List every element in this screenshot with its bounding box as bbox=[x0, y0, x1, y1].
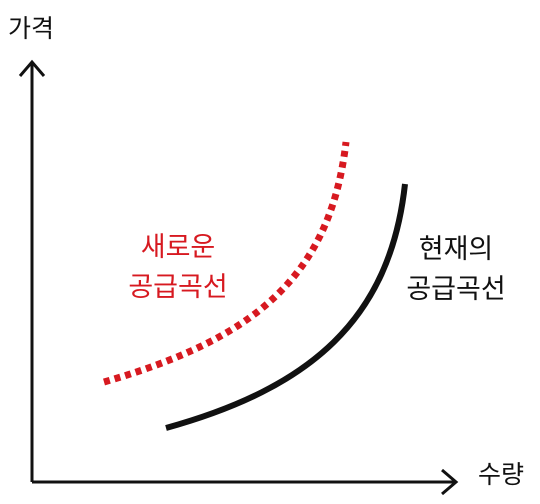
y-axis-arrowhead bbox=[18, 59, 46, 77]
current-supply-curve bbox=[165, 183, 408, 431]
current-supply-curve-label: 현재의 공급곡선 bbox=[400, 230, 512, 310]
new-supply-curve-label-line1: 새로운 bbox=[140, 232, 216, 263]
x-axis-label: 수량 bbox=[478, 460, 525, 489]
y-axis-label: 가격 bbox=[8, 14, 55, 43]
x-axis-arrowhead bbox=[441, 468, 459, 496]
current-supply-curve-label-line2: 공급곡선 bbox=[406, 274, 506, 305]
new-supply-curve bbox=[103, 141, 350, 386]
new-supply-curve-label-line2: 공급곡선 bbox=[128, 272, 228, 303]
new-supply-curve-label: 새로운 공급곡선 bbox=[122, 228, 234, 308]
current-supply-curve-label-line1: 현재의 bbox=[418, 234, 494, 265]
